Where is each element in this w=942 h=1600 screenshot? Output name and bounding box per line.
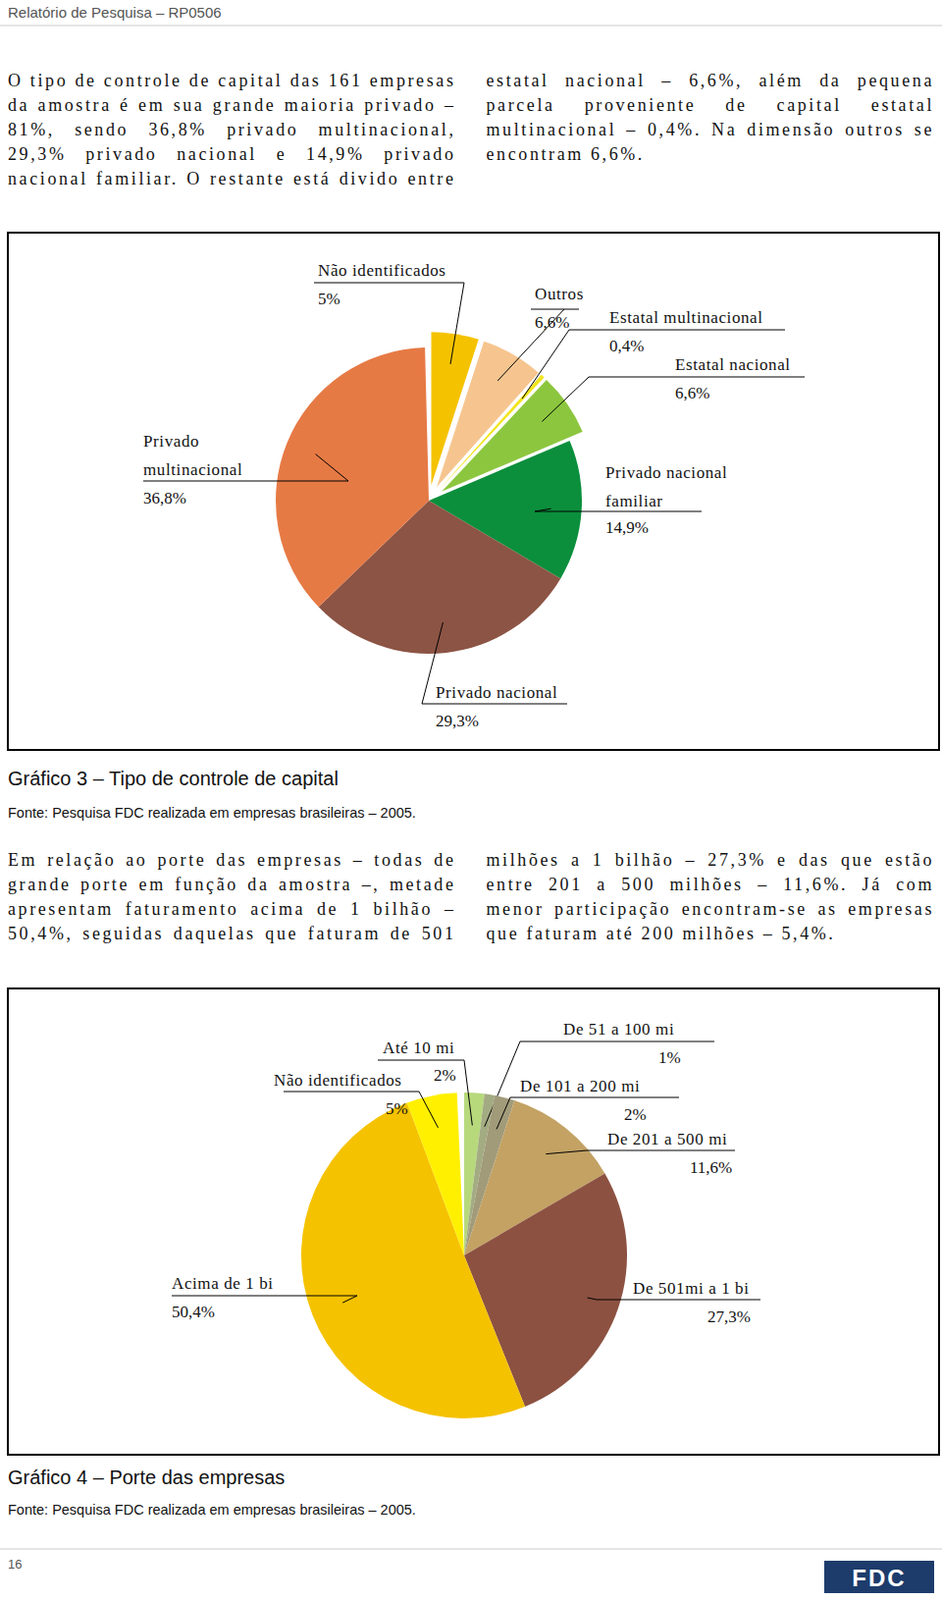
leader-line — [545, 1150, 587, 1154]
slice-label: Privadomultinacional — [143, 431, 243, 479]
slice-label: Outros — [534, 284, 584, 304]
header-title: Relatório de Pesquisa – RP0506 — [7, 3, 222, 21]
slice-value: 5% — [385, 1099, 409, 1118]
slice-label: De 201 a 500 mi — [607, 1129, 728, 1149]
label-underline — [534, 511, 702, 513]
pie-slice — [275, 347, 429, 607]
leader-line — [534, 508, 552, 512]
chart-caption: Gráfico 4 – Porte das empresas — [7, 1465, 285, 1488]
chart-frame — [7, 988, 940, 1455]
slice-value: 50,4% — [171, 1302, 215, 1321]
label-underline — [586, 1150, 735, 1152]
pie-chart: Até 10 mi 2% De 51 a 100 mi 1% De 101 a 200 … — [7, 988, 940, 1455]
label-underline — [530, 309, 579, 311]
slice-label: De 101 a 200 mi — [520, 1076, 640, 1096]
slice-value: 14,9% — [605, 518, 649, 537]
slice-label: Até 10 mi — [382, 1038, 455, 1057]
logo-box — [824, 1560, 935, 1593]
leader-line — [418, 1091, 438, 1128]
pie-slice — [407, 1092, 465, 1256]
slice-value: 6,6% — [675, 383, 710, 403]
slice-value: 5% — [317, 289, 341, 309]
pie-chart: Não identificados 5% Outros 6,6% Estatal mul… — [7, 232, 940, 750]
label-underline — [569, 329, 785, 331]
slice-value: 1% — [658, 1047, 681, 1067]
slice-value: 29,3% — [435, 711, 479, 731]
chart-source: Fonte: Pesquisa FDC realizada em empresa… — [7, 1501, 417, 1518]
paragraph: Em relação ao porte das empresas – todas… — [7, 847, 935, 946]
chart-caption: Gráfico 3 – Tipo de controle de capital — [7, 767, 339, 789]
leader-line — [315, 454, 349, 481]
slice-value: 0,4% — [609, 336, 644, 356]
leader-line — [342, 1295, 358, 1303]
slice-label: De 501mi a 1 bi — [632, 1278, 750, 1298]
leader-line — [541, 376, 589, 421]
slice-value: 27,3% — [707, 1307, 751, 1326]
slice-label: Não identificados — [317, 261, 447, 280]
label-underline — [314, 282, 465, 284]
slice-label: Acima de 1 bi — [171, 1273, 274, 1293]
chart-source: Fonte: Pesquisa FDC realizada em empresa… — [7, 804, 417, 821]
chart-frame — [7, 232, 940, 750]
label-underline — [377, 1059, 465, 1061]
slice-value: 11,6% — [689, 1157, 733, 1177]
slice-value: 2% — [433, 1065, 457, 1085]
page: O tipo de controle de capital das 161 em… — [0, 0, 942, 1600]
paragraph: O tipo de controle de capital das 161 em… — [7, 68, 935, 192]
slice-label: Estatal nacional — [675, 355, 791, 374]
slice-label: Privado nacionalfamiliar — [605, 463, 728, 511]
slice-label: De 51 a 100 mi — [563, 1019, 675, 1039]
header-rule — [0, 25, 942, 27]
label-underline — [520, 1041, 715, 1043]
page-graphics: Relatório de Pesquisa – RP0506 Não identi… — [0, 0, 942, 1600]
page-number: 16 — [7, 1556, 22, 1571]
label-underline — [283, 1091, 419, 1093]
slice-value: 2% — [624, 1104, 647, 1124]
leader-line — [450, 282, 465, 365]
label-underline — [421, 703, 568, 705]
pie-slice — [301, 1102, 525, 1418]
label-underline — [596, 1299, 761, 1301]
label-underline — [171, 1295, 358, 1297]
slice-value: 36,8% — [143, 488, 187, 508]
slice-label: Estatal multinacional — [609, 308, 764, 327]
slice-label: Privado nacional — [435, 682, 558, 702]
leader-line — [587, 1297, 597, 1300]
label-underline — [143, 480, 349, 482]
slice-label: Não identificados — [273, 1070, 403, 1090]
logo-text: FDC — [851, 1564, 906, 1591]
label-underline — [588, 376, 805, 378]
slice-value: 6,6% — [534, 313, 570, 332]
footer-rule — [0, 1548, 942, 1550]
leader-line — [464, 1059, 472, 1125]
label-underline — [510, 1097, 680, 1099]
